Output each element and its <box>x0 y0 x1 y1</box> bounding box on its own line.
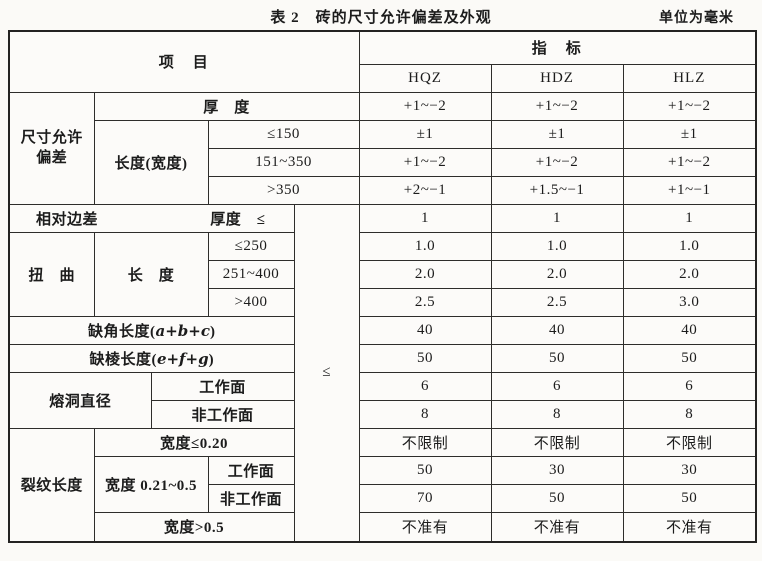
cell-melt-nonwork-hdz: 8 <box>490 399 624 429</box>
row-label-twist: 扭 曲 <box>8 231 95 317</box>
cell-gt400-hdz: 2.5 <box>490 287 624 317</box>
cell-melt-nonwork-hqz: 8 <box>358 399 492 429</box>
cell-crack-work-hlz: 30 <box>622 455 757 485</box>
row-label-melt-hole: 熔洞直径 <box>8 371 152 429</box>
col-header-hqz: HQZ <box>358 63 492 93</box>
row-label-crack-gt05: 宽度>0.5 <box>93 511 295 543</box>
cell-melt-work-hlz: 6 <box>622 371 757 401</box>
row-label-corner-length: 缺角长度(a+b+c) <box>8 315 295 345</box>
cell-gt400-hlz: 3.0 <box>622 287 757 317</box>
size-deviation-line2: 偏差 <box>36 150 68 166</box>
cell-crack-nonwork-hlz: 50 <box>622 483 757 513</box>
corner-length-math: a+b+c <box>155 321 210 340</box>
row-label-edge-difference: 相对边差 厚度 ≤ <box>8 203 295 233</box>
less-equal-symbol: ≤ <box>293 203 360 543</box>
cell-gt350-hlz: +1~−1 <box>622 175 757 205</box>
cell-le250-hdz: 1.0 <box>490 231 624 261</box>
cell-crack-gt05-hlz: 不准有 <box>622 511 757 543</box>
cell-le250-hlz: 1.0 <box>622 231 757 261</box>
row-label-le250: ≤250 <box>207 231 295 261</box>
cell-crack-work-hdz: 30 <box>490 455 624 485</box>
cell-251-400-hqz: 2.0 <box>358 259 492 289</box>
corner-length-prefix: 缺角长度( <box>88 323 156 340</box>
col-header-indicator: 指 标 <box>358 30 757 65</box>
row-label-twist-length: 长 度 <box>93 231 209 317</box>
cell-edge-diff-hlz: 1 <box>622 203 757 233</box>
cell-151-350-hdz: +1~−2 <box>490 147 624 177</box>
cell-le150-hqz: ±1 <box>358 119 492 149</box>
cell-corner-hqz: 40 <box>358 315 492 345</box>
cell-le250-hqz: 1.0 <box>358 231 492 261</box>
row-label-251-400: 251~400 <box>207 259 295 289</box>
cell-melt-work-hdz: 6 <box>490 371 624 401</box>
cell-arris-hlz: 50 <box>622 343 757 373</box>
edge-difference-label: 相对边差 <box>36 211 99 228</box>
row-label-crack-le020: 宽度≤0.20 <box>93 427 295 457</box>
size-deviation-line1: 尺寸允许 <box>20 129 83 146</box>
spec-table: 项 目 指 标 HQZ HDZ HLZ 尺寸允许 偏差 厚 度 +1~−2 +1… <box>8 30 758 543</box>
cell-251-400-hdz: 2.0 <box>490 259 624 289</box>
cell-151-350-hlz: +1~−2 <box>622 147 757 177</box>
cell-thickness-hqz: +1~−2 <box>358 91 492 121</box>
row-label-size-deviation: 尺寸允许 偏差 <box>8 91 95 205</box>
cell-melt-nonwork-hlz: 8 <box>622 399 757 429</box>
cell-corner-hdz: 40 <box>490 315 624 345</box>
col-header-hlz: HLZ <box>622 63 757 93</box>
table-title: 表 2 砖的尺寸允许偏差及外观 <box>270 10 492 26</box>
row-label-crack-nonwork: 非工作面 <box>207 483 295 513</box>
row-label-crack-work: 工作面 <box>207 455 295 485</box>
row-label-thickness: 厚 度 <box>93 91 360 121</box>
cell-crack-le020-hqz: 不限制 <box>358 427 492 457</box>
row-label-length-width: 长度(宽度) <box>93 119 209 205</box>
col-header-hdz: HDZ <box>490 63 624 93</box>
cell-arris-hdz: 50 <box>490 343 624 373</box>
edge-difference-sublabel: 厚度 ≤ <box>210 211 266 228</box>
cell-crack-gt05-hdz: 不准有 <box>490 511 624 543</box>
cell-edge-diff-hqz: 1 <box>358 203 492 233</box>
row-label-crack-length: 裂纹长度 <box>8 427 95 543</box>
cell-crack-nonwork-hqz: 70 <box>358 483 492 513</box>
cell-251-400-hlz: 2.0 <box>622 259 757 289</box>
cell-le150-hlz: ±1 <box>622 119 757 149</box>
row-label-melt-nonwork: 非工作面 <box>150 399 295 429</box>
cell-gt400-hqz: 2.5 <box>358 287 492 317</box>
arris-length-suffix: ) <box>208 351 215 368</box>
cell-crack-le020-hdz: 不限制 <box>490 427 624 457</box>
col-header-item: 项 目 <box>8 30 360 93</box>
unit-note: 单位为毫米 <box>659 11 734 26</box>
cell-edge-diff-hdz: 1 <box>490 203 624 233</box>
cell-crack-gt05-hqz: 不准有 <box>358 511 492 543</box>
arris-length-prefix: 缺棱长度( <box>89 351 157 368</box>
cell-corner-hlz: 40 <box>622 315 757 345</box>
cell-le150-hdz: ±1 <box>490 119 624 149</box>
cell-crack-le020-hlz: 不限制 <box>622 427 757 457</box>
row-label-melt-work: 工作面 <box>150 371 295 401</box>
corner-length-suffix: ) <box>209 323 216 340</box>
cell-gt350-hdz: +1.5~−1 <box>490 175 624 205</box>
cell-melt-work-hqz: 6 <box>358 371 492 401</box>
row-label-gt400: >400 <box>207 287 295 317</box>
cell-gt350-hqz: +2~−1 <box>358 175 492 205</box>
cell-thickness-hdz: +1~−2 <box>490 91 624 121</box>
cell-thickness-hlz: +1~−2 <box>622 91 757 121</box>
row-label-gt350: >350 <box>207 175 360 205</box>
cell-151-350-hqz: +1~−2 <box>358 147 492 177</box>
cell-arris-hqz: 50 <box>358 343 492 373</box>
row-label-arris-length: 缺棱长度(e+f+g) <box>8 343 295 373</box>
row-label-le150: ≤150 <box>207 119 360 149</box>
row-label-151-350: 151~350 <box>207 147 360 177</box>
cell-crack-nonwork-hdz: 50 <box>490 483 624 513</box>
row-label-crack-021-05: 宽度 0.21~0.5 <box>93 455 209 513</box>
cell-crack-work-hqz: 50 <box>358 455 492 485</box>
arris-length-math: e+f+g <box>156 349 209 368</box>
table-caption: 表 2 砖的尺寸允许偏差及外观 单位为毫米 <box>0 4 762 28</box>
